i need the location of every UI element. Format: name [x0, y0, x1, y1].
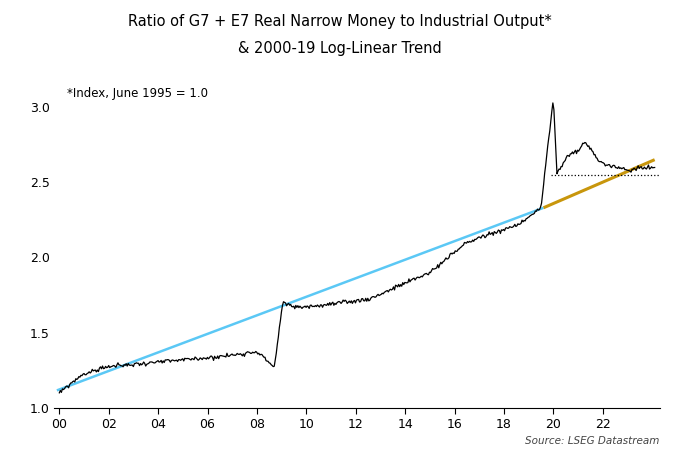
Text: & 2000-19 Log-Linear Trend: & 2000-19 Log-Linear Trend [238, 41, 442, 56]
Text: Source: LSEG Datastream: Source: LSEG Datastream [525, 436, 660, 446]
Text: *Index, June 1995 = 1.0: *Index, June 1995 = 1.0 [67, 87, 207, 100]
Text: Ratio of G7 + E7 Real Narrow Money to Industrial Output*: Ratio of G7 + E7 Real Narrow Money to In… [128, 14, 552, 29]
